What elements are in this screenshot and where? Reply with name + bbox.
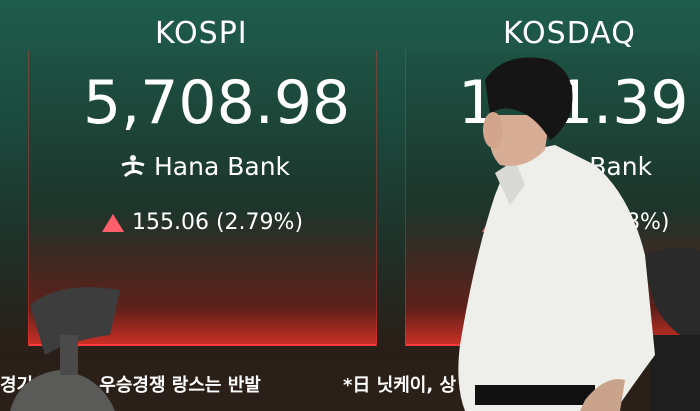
bank-name: Hana Bank bbox=[154, 152, 291, 181]
kospi-title: KOSPI bbox=[155, 16, 248, 51]
kospi-bank: Hana Bank bbox=[120, 152, 290, 181]
kosdaq-title: KOSDAQ bbox=[503, 16, 636, 51]
news-ticker-right: *日 닛케이, 상 bbox=[343, 375, 457, 396]
kosdaq-value-right: 1.39 bbox=[555, 68, 689, 138]
kospi-change: 155.06 (2.79%) bbox=[102, 210, 303, 235]
change-text: 155.06 (2.79%) bbox=[132, 210, 304, 235]
up-triangle-icon bbox=[102, 213, 124, 232]
office-chair-left bbox=[10, 287, 120, 411]
office-chair-right bbox=[640, 248, 700, 411]
hana-bank-logo-icon bbox=[120, 154, 146, 180]
man-in-white-shirt bbox=[458, 57, 655, 411]
kospi-value: 5,708.98 bbox=[83, 68, 351, 138]
